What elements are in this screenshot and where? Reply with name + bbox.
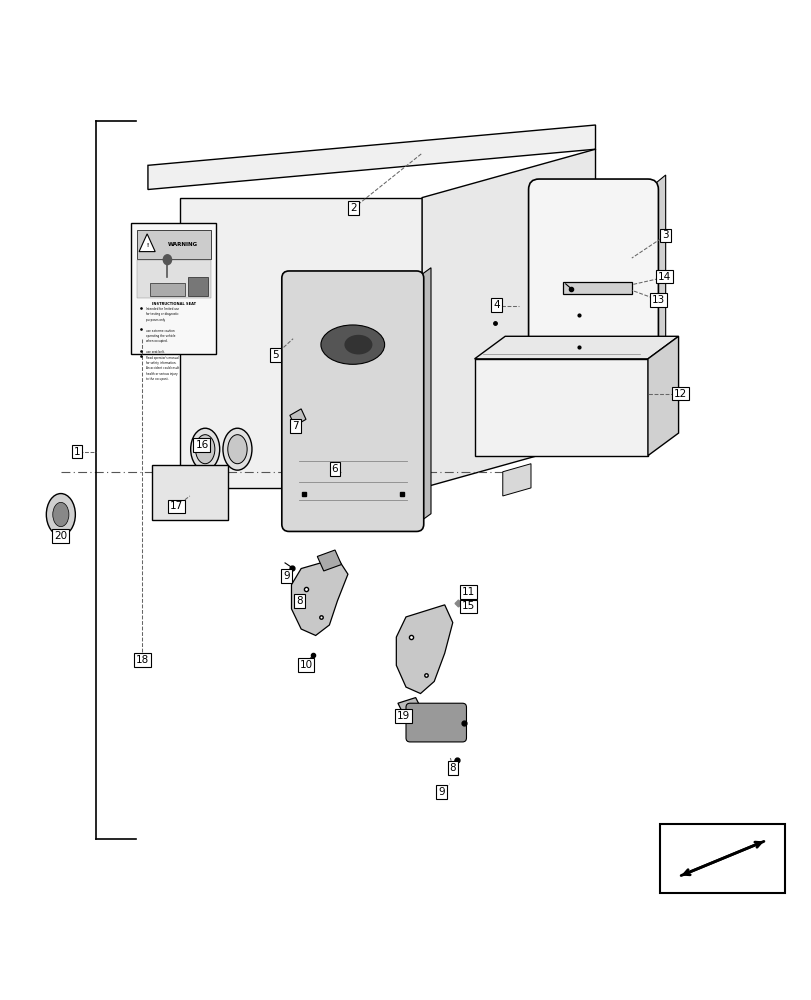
Ellipse shape — [195, 435, 215, 464]
Text: for safety information.: for safety information. — [145, 361, 176, 365]
Text: INSTRUCTIONAL SEAT: INSTRUCTIONAL SEAT — [152, 302, 195, 306]
FancyBboxPatch shape — [406, 703, 466, 742]
FancyBboxPatch shape — [149, 283, 185, 296]
Text: An accident could result: An accident could result — [145, 366, 178, 370]
Text: use seat belt.: use seat belt. — [145, 350, 164, 354]
Polygon shape — [139, 234, 155, 252]
Text: 9: 9 — [438, 787, 444, 797]
Polygon shape — [422, 149, 594, 488]
FancyBboxPatch shape — [528, 179, 658, 426]
Polygon shape — [647, 175, 665, 409]
Text: 16: 16 — [195, 440, 208, 450]
Text: 13: 13 — [651, 295, 664, 305]
Text: 8: 8 — [296, 596, 303, 606]
Text: when occupied.: when occupied. — [145, 339, 167, 343]
Text: 18: 18 — [135, 655, 148, 665]
Text: use extreme caution: use extreme caution — [145, 329, 174, 333]
Text: 5: 5 — [272, 350, 278, 360]
Polygon shape — [396, 605, 453, 694]
FancyBboxPatch shape — [136, 260, 211, 298]
Text: 8: 8 — [449, 763, 456, 773]
FancyBboxPatch shape — [281, 271, 423, 531]
Text: 14: 14 — [657, 272, 670, 282]
Text: for testing or diagnostic: for testing or diagnostic — [145, 312, 178, 316]
Ellipse shape — [320, 325, 384, 364]
Text: purposes only: purposes only — [145, 318, 165, 322]
Ellipse shape — [223, 428, 251, 470]
Text: 19: 19 — [397, 711, 410, 721]
Ellipse shape — [53, 502, 69, 527]
Text: 4: 4 — [492, 300, 499, 310]
Polygon shape — [317, 550, 341, 571]
Ellipse shape — [191, 428, 220, 470]
Ellipse shape — [162, 254, 172, 265]
Text: !: ! — [146, 243, 148, 248]
Polygon shape — [290, 409, 306, 426]
Polygon shape — [502, 464, 530, 496]
Text: 9: 9 — [283, 571, 290, 581]
Text: 2: 2 — [350, 203, 357, 213]
Text: 11: 11 — [461, 587, 475, 597]
FancyBboxPatch shape — [136, 230, 211, 259]
FancyBboxPatch shape — [131, 223, 217, 354]
Polygon shape — [474, 336, 678, 359]
Text: 6: 6 — [332, 464, 338, 474]
FancyBboxPatch shape — [152, 465, 228, 520]
Text: Intended for limited use: Intended for limited use — [145, 307, 178, 311]
Polygon shape — [180, 198, 422, 488]
Text: WARNING: WARNING — [168, 242, 198, 247]
Polygon shape — [148, 125, 594, 190]
Text: operating the vehicle: operating the vehicle — [145, 334, 175, 338]
Text: 20: 20 — [54, 531, 67, 541]
Ellipse shape — [228, 435, 247, 464]
Ellipse shape — [344, 335, 372, 354]
Polygon shape — [474, 359, 647, 456]
Polygon shape — [397, 698, 423, 719]
Polygon shape — [416, 268, 431, 524]
Text: health or serious injury: health or serious injury — [145, 372, 177, 376]
Text: to the occupant.: to the occupant. — [145, 377, 168, 381]
Polygon shape — [291, 558, 347, 635]
Text: Read operator's manual: Read operator's manual — [145, 356, 178, 360]
Text: 17: 17 — [169, 501, 182, 511]
Text: 1: 1 — [74, 447, 80, 457]
Polygon shape — [563, 282, 631, 294]
Text: 10: 10 — [299, 660, 312, 670]
Text: 12: 12 — [673, 389, 686, 399]
Ellipse shape — [46, 494, 75, 535]
FancyBboxPatch shape — [188, 277, 208, 296]
Text: 15: 15 — [461, 601, 475, 611]
FancyBboxPatch shape — [659, 824, 784, 893]
Text: 7: 7 — [292, 421, 298, 431]
Polygon shape — [647, 336, 678, 456]
Text: 3: 3 — [662, 230, 668, 240]
